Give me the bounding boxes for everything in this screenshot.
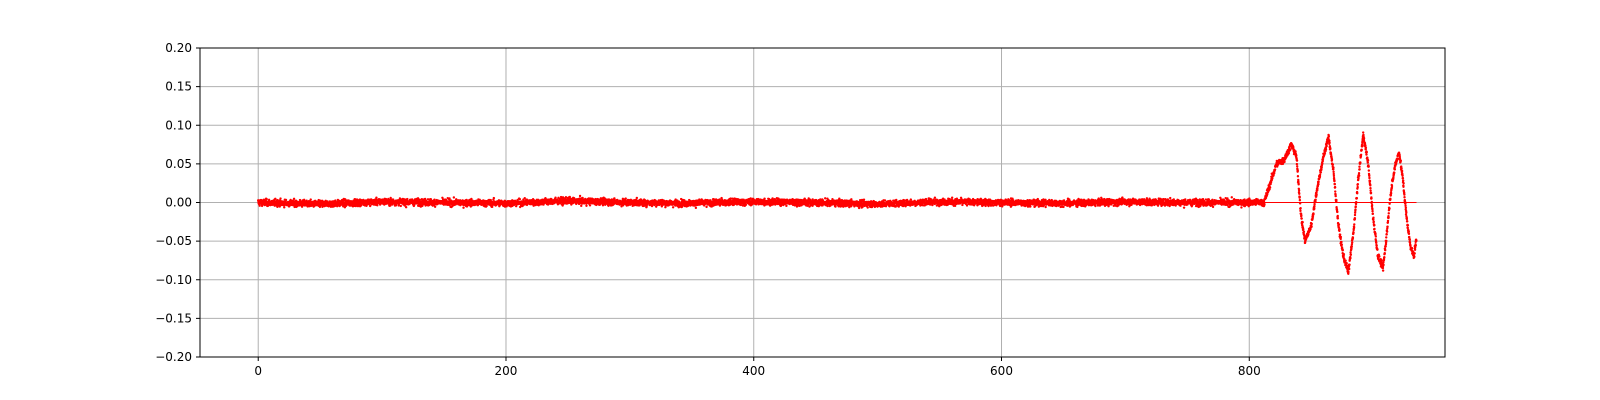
data-point (356, 204, 360, 208)
data-point (309, 198, 312, 201)
data-point (258, 204, 261, 207)
data-point (933, 196, 937, 199)
data-point (276, 198, 279, 202)
data-point (292, 197, 296, 201)
data-point (394, 204, 398, 207)
data-point (375, 196, 378, 199)
data-point (265, 197, 268, 201)
data-point (862, 198, 866, 201)
data-point (298, 198, 302, 202)
data-point (554, 196, 557, 199)
data-point (452, 196, 456, 199)
data-point (491, 205, 494, 209)
data-point (585, 204, 588, 207)
data-point (635, 196, 639, 200)
data-point (318, 205, 322, 208)
data-point (744, 203, 748, 207)
data-point (492, 196, 496, 200)
series-points (257, 131, 1418, 275)
data-point (518, 197, 522, 201)
data-point (588, 204, 592, 207)
data-point (624, 197, 627, 200)
data-point (376, 204, 379, 207)
data-point (950, 196, 954, 199)
data-point (824, 197, 827, 200)
data-point (671, 206, 675, 209)
data-point (866, 206, 869, 209)
data-point (284, 198, 288, 202)
data-point (705, 205, 708, 209)
data-point (694, 206, 698, 210)
data-point (283, 206, 286, 209)
data-point (462, 206, 465, 209)
data-point (763, 197, 766, 200)
data-point (578, 194, 582, 198)
data-point (433, 205, 437, 208)
data-points (257, 131, 1418, 275)
data-point (399, 204, 402, 208)
data-point (274, 197, 277, 201)
data-point (857, 206, 861, 210)
data-point (404, 206, 408, 209)
data-point (279, 197, 282, 200)
data-point (580, 204, 583, 208)
data-point (785, 204, 788, 208)
